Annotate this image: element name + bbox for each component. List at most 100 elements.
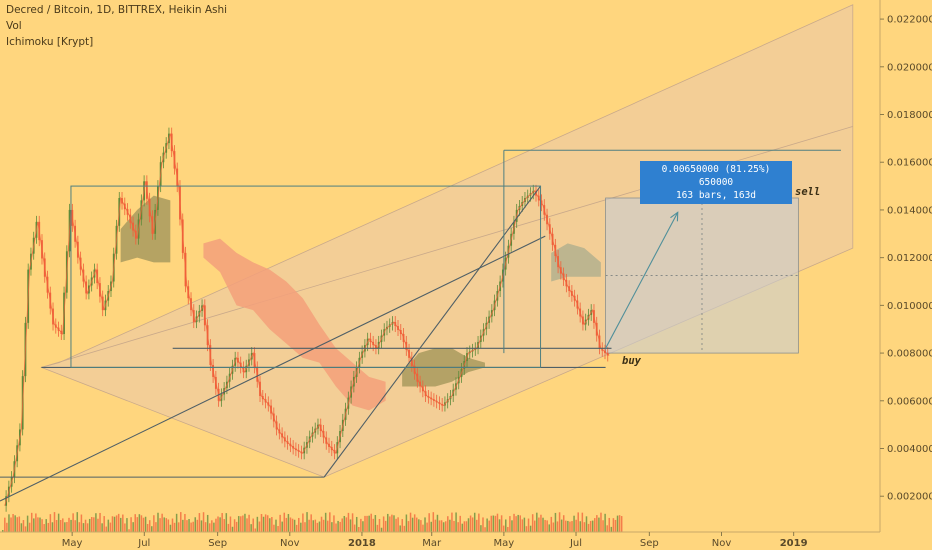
- volume-bar: [153, 515, 155, 532]
- volume-bar: [589, 520, 592, 532]
- ichimoku-cloud-1: [120, 195, 171, 263]
- y-tick-label: 0.00600000: [887, 396, 932, 407]
- volume-bar: [117, 513, 120, 532]
- volume-bar: [467, 518, 470, 532]
- volume-bar: [209, 523, 211, 532]
- volume-bar: [163, 517, 165, 532]
- volume-bar: [380, 527, 383, 532]
- volume-bar: [542, 517, 544, 532]
- volume-bar: [585, 516, 588, 532]
- volume-bar: [269, 518, 271, 532]
- volume-bar: [202, 512, 205, 532]
- volume-bar: [184, 513, 186, 532]
- volume-bar: [341, 518, 343, 532]
- volume-bar: [43, 524, 45, 532]
- volume-bar: [128, 529, 130, 532]
- volume-bar: [30, 512, 33, 532]
- volume-bar: [496, 513, 499, 532]
- volume-bar: [266, 515, 269, 532]
- volume-bar: [59, 519, 62, 532]
- volume-bar: [488, 520, 490, 532]
- volume-bar: [320, 516, 323, 532]
- volume-bar: [68, 517, 70, 532]
- volume-bar: [322, 519, 325, 532]
- volume-bar: [347, 512, 350, 532]
- volume-bar: [74, 520, 76, 532]
- volume-bar: [244, 513, 246, 532]
- volume-bar: [188, 519, 190, 532]
- volume-bar: [519, 515, 521, 532]
- volume-bar: [314, 519, 317, 532]
- volume-bar: [577, 512, 579, 532]
- volume-bar: [194, 517, 197, 532]
- volume-bar: [345, 517, 348, 532]
- volume-bar: [273, 524, 275, 532]
- volume-bar: [275, 519, 277, 532]
- volume-bar: [339, 521, 341, 532]
- volume-bar: [148, 520, 151, 532]
- volume-bar: [264, 514, 267, 532]
- x-tick-label: Jul: [569, 538, 582, 549]
- volume-bar: [335, 523, 337, 532]
- volume-bar: [355, 516, 358, 532]
- volume-bar: [569, 521, 571, 532]
- volume-bar: [45, 519, 47, 532]
- volume-bar: [436, 514, 439, 532]
- volume-bar: [480, 525, 482, 532]
- volume-bar: [235, 521, 238, 532]
- volume-bar: [554, 512, 557, 532]
- volume-bar: [447, 516, 449, 532]
- volume-bar: [308, 519, 310, 532]
- volume-bar: [196, 519, 199, 532]
- x-tick-label: Mar: [422, 538, 442, 549]
- volume-bar: [583, 522, 586, 532]
- volume-bar: [422, 524, 424, 532]
- volume-bar: [291, 518, 294, 532]
- volume-bar: [364, 515, 366, 532]
- measure-arrow: [605, 212, 679, 349]
- volume-bar: [596, 515, 598, 532]
- volume-bar: [200, 520, 203, 532]
- volume-bar: [151, 526, 153, 532]
- volume-bar: [140, 515, 143, 532]
- x-tick-label: Sep: [208, 538, 227, 549]
- volume-bar: [476, 519, 478, 532]
- y-tick-label: 0.00400000: [887, 444, 932, 455]
- volume-bar: [260, 514, 263, 532]
- volume-bar: [492, 515, 495, 532]
- volume-bar: [614, 519, 617, 532]
- volume-bar: [221, 513, 223, 532]
- volume-bar: [407, 521, 410, 532]
- volume-bar: [99, 512, 101, 532]
- volume-bar: [134, 514, 136, 532]
- volume-bar: [66, 522, 68, 532]
- volume-bar: [304, 522, 306, 532]
- volume-bar: [521, 519, 524, 532]
- volume-bar: [237, 516, 240, 532]
- volume-bar: [469, 515, 472, 532]
- volume-bar: [12, 514, 14, 532]
- volume-bar: [76, 512, 79, 532]
- volume-bar: [138, 514, 141, 532]
- volume-bar: [471, 517, 474, 532]
- volume-bar: [111, 516, 114, 532]
- measure-arrow-head: [670, 211, 679, 222]
- volume-bar: [287, 514, 290, 532]
- volume-bar: [573, 515, 575, 532]
- volume-bar: [560, 519, 563, 532]
- volume-bar: [368, 515, 370, 532]
- volume-bar: [409, 512, 412, 532]
- y-tick-label: 0.00800000: [887, 349, 932, 360]
- volume-bar: [391, 514, 393, 532]
- volume-bar: [49, 514, 52, 532]
- volume-bar: [254, 528, 257, 532]
- volume-bar: [384, 520, 387, 532]
- volume-bar: [598, 517, 600, 532]
- volume-bar: [225, 513, 228, 532]
- volume-bar: [215, 518, 217, 532]
- volume-bar: [546, 520, 548, 532]
- volume-bar: [558, 512, 561, 532]
- buy-annotation: buy: [622, 355, 641, 367]
- volume-bar: [502, 525, 505, 532]
- volume-bar: [366, 515, 368, 532]
